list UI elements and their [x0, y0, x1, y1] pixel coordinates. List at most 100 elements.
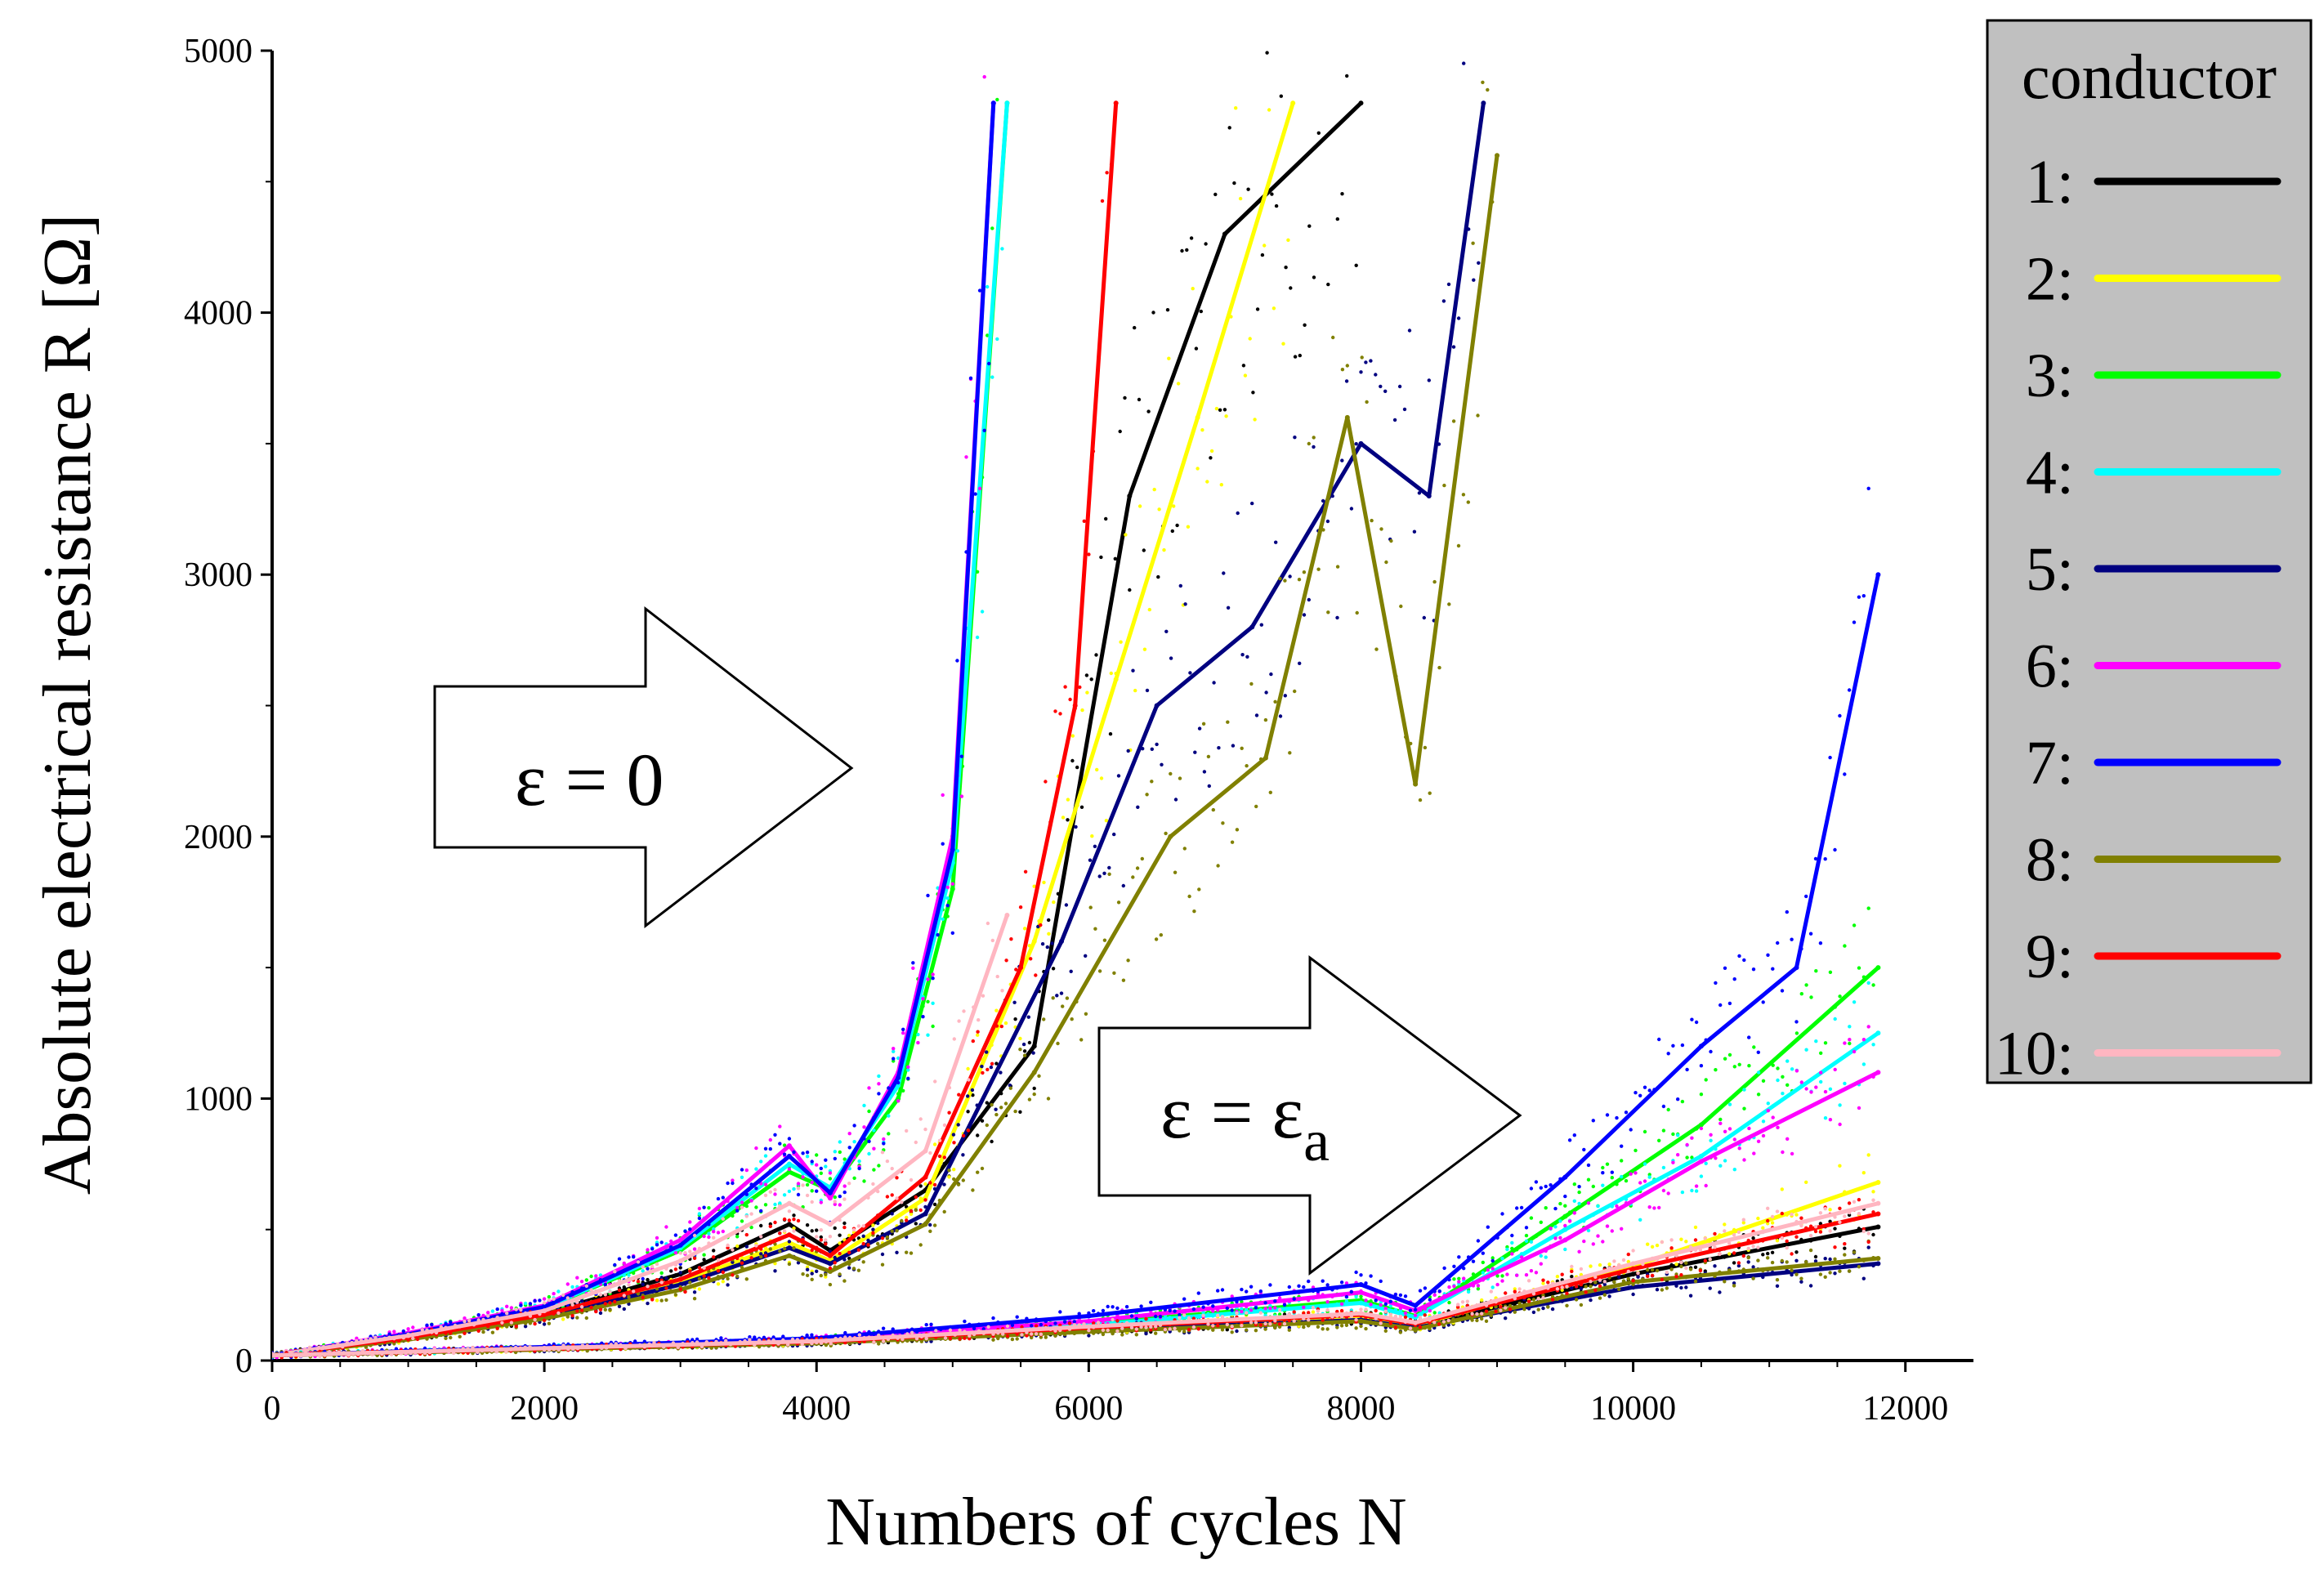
data-point	[815, 1269, 819, 1274]
data-point	[1150, 747, 1155, 751]
data-point	[486, 1311, 490, 1315]
data-point	[1660, 1282, 1665, 1286]
data-point	[394, 1347, 399, 1351]
data-point	[1269, 672, 1273, 677]
data-point	[1206, 1302, 1210, 1306]
data-point	[702, 1253, 706, 1257]
data-point	[1235, 1329, 1239, 1334]
data-point	[570, 1303, 574, 1307]
data-point	[1316, 131, 1321, 135]
data-point	[608, 1289, 612, 1294]
data-point	[1240, 1299, 1244, 1304]
data-point	[350, 1340, 354, 1345]
data-point	[1770, 1260, 1775, 1265]
data-point	[1423, 1325, 1427, 1330]
data-point	[481, 1317, 485, 1322]
data-point	[1601, 1183, 1605, 1187]
series-line	[272, 574, 1880, 1358]
data-point	[702, 1266, 706, 1270]
data-point	[579, 1308, 584, 1312]
series-point	[1358, 1300, 1364, 1306]
data-point	[847, 1256, 851, 1261]
data-point	[627, 1255, 631, 1259]
data-point	[1634, 1171, 1638, 1175]
data-point	[918, 1184, 923, 1188]
data-point	[1091, 449, 1096, 454]
data-point	[641, 1295, 645, 1300]
data-point	[787, 1167, 792, 1172]
data-point	[1799, 1080, 1803, 1084]
data-point	[1427, 378, 1432, 382]
data-point	[1084, 954, 1088, 959]
data-point	[919, 1339, 924, 1343]
data-point	[1823, 857, 1827, 861]
data-point	[1003, 1102, 1008, 1106]
data-point	[1134, 1333, 1139, 1337]
data-point	[709, 1346, 713, 1350]
data-point	[1558, 1219, 1562, 1223]
data-point	[828, 1171, 833, 1175]
data-point	[1008, 1086, 1013, 1090]
data-point	[1207, 784, 1212, 789]
data-point	[1047, 918, 1051, 923]
data-point	[1061, 878, 1065, 882]
data-point	[1344, 1299, 1349, 1303]
data-point	[1196, 1308, 1201, 1312]
data-point	[1751, 1265, 1755, 1269]
data-point	[819, 1200, 823, 1204]
data-point	[959, 754, 964, 758]
data-point	[1544, 1255, 1548, 1259]
data-point	[707, 1231, 711, 1236]
data-point	[1045, 945, 1050, 950]
data-point	[1039, 923, 1043, 927]
data-point	[942, 1155, 947, 1160]
data-point	[1823, 1116, 1828, 1120]
data-point	[1519, 1255, 1524, 1259]
data-point	[1398, 1293, 1403, 1298]
data-point	[627, 1302, 631, 1307]
data-point	[932, 1223, 937, 1227]
data-point	[565, 1296, 570, 1300]
data-point	[861, 1241, 865, 1246]
data-point	[697, 1266, 702, 1270]
data-point	[1245, 1289, 1249, 1294]
data-point	[1766, 1109, 1770, 1113]
data-point	[476, 1313, 480, 1317]
data-point	[856, 1248, 861, 1252]
data-point	[1484, 1319, 1489, 1324]
data-point	[1258, 757, 1263, 762]
series-point	[1059, 939, 1065, 945]
data-point	[1321, 1279, 1325, 1283]
data-point	[617, 1257, 622, 1261]
data-point	[1524, 1239, 1529, 1244]
data-point	[1108, 732, 1113, 736]
data-point	[1403, 1294, 1408, 1298]
data-point	[833, 1200, 837, 1204]
data-point	[890, 1229, 894, 1233]
data-point	[968, 1322, 972, 1327]
series-point	[1004, 101, 1010, 106]
data-point	[1330, 1294, 1334, 1299]
data-point	[1586, 1178, 1591, 1182]
data-point	[914, 1208, 918, 1213]
data-point	[1068, 697, 1072, 702]
data-point	[778, 1142, 782, 1146]
data-point	[1723, 1159, 1727, 1163]
data-point	[1495, 1274, 1499, 1278]
data-point	[1079, 805, 1084, 809]
data-point	[987, 361, 991, 366]
data-point	[1676, 1133, 1680, 1137]
data-point	[1549, 1183, 1553, 1187]
data-point	[641, 1269, 645, 1273]
data-point	[1307, 1324, 1311, 1328]
data-point	[1541, 1293, 1545, 1298]
data-point	[1169, 771, 1173, 776]
data-point	[810, 1180, 814, 1185]
data-point	[1364, 1303, 1368, 1307]
data-point	[1638, 1093, 1642, 1098]
data-point	[1379, 384, 1383, 389]
data-point	[1641, 1277, 1645, 1281]
series-point	[1630, 1271, 1636, 1277]
data-point	[911, 1040, 915, 1045]
data-point	[1605, 1113, 1610, 1117]
